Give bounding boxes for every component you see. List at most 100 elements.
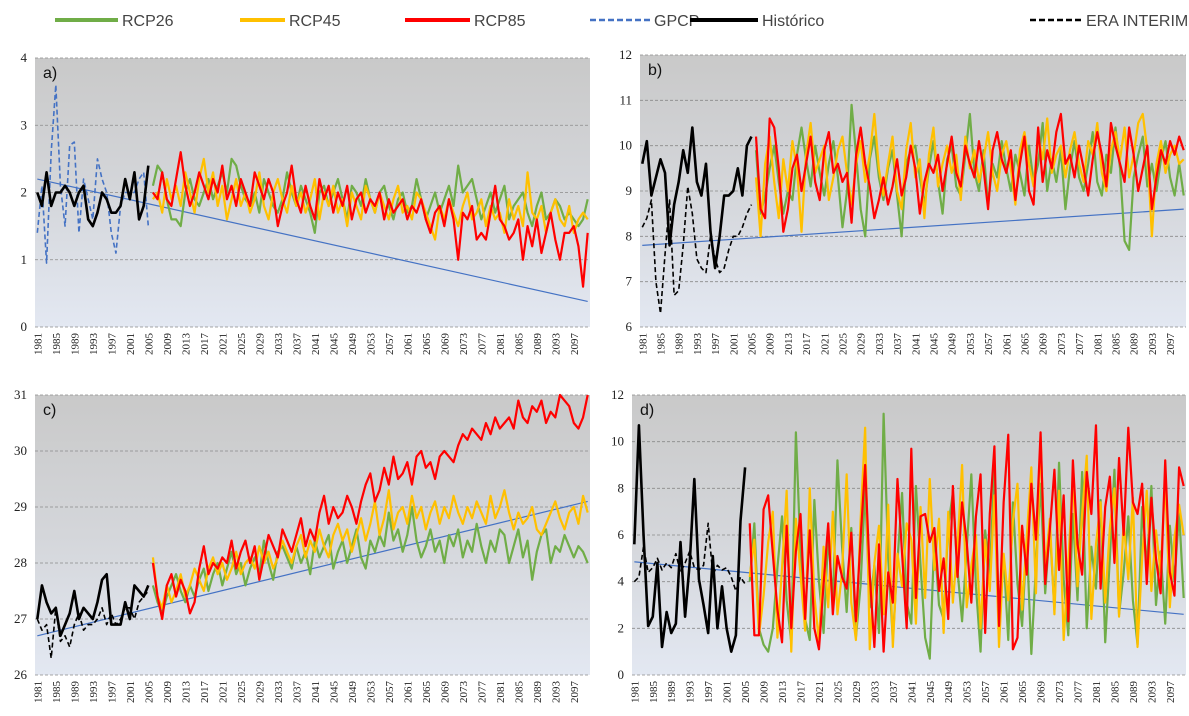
x-tick-label: 2025 [837,333,849,356]
x-tick-label: 1989 [674,333,686,356]
series-line [754,112,1185,233]
x-tick-label: 2049 [943,681,955,704]
x-tick-label: 2093 [1147,333,1159,356]
x-tick-label: 2069 [1038,333,1050,356]
x-tick-label: 2049 [947,333,959,356]
x-tick-label: 1985 [51,333,63,356]
x-tick-label: 2085 [513,681,525,704]
y-tick-label: 31 [14,387,27,402]
y-tick-label: 12 [619,47,632,62]
x-tick-label: 1985 [655,333,667,356]
x-tick-label: 2037 [888,681,900,704]
x-tick-label: 2065 [1017,681,1029,704]
x-tick-label: 2021 [217,681,229,703]
y-tick-label: 4 [618,574,625,589]
x-tick-label: 2089 [1129,333,1141,356]
x-tick-label: 2009 [765,333,777,356]
series-line [36,165,150,228]
legend-label: ERA INTERIM [1086,13,1188,30]
legend-label: Histórico [762,13,824,30]
x-tick-label: 2061 [402,333,414,355]
x-tick-label: 2057 [980,681,992,704]
x-tick-label: 2029 [851,681,863,704]
x-tick-label: 1981 [637,333,649,355]
x-tick-label: 1993 [88,333,100,356]
legend-label: GPCP [654,13,699,30]
x-tick-label: 2001 [728,333,740,355]
x-tick-label: 2085 [1109,681,1121,704]
x-tick-label: 2013 [777,681,789,704]
x-tick-label: 2057 [384,333,396,356]
x-tick-label: 2013 [180,333,192,356]
x-tick-label: 2033 [874,333,886,356]
x-tick-label: 2097 [569,681,581,704]
x-tick-label: 2033 [869,681,881,704]
x-tick-label: 1985 [51,681,63,704]
series-line [36,572,150,638]
x-tick-label: 2029 [254,333,266,356]
x-tick-label: 2081 [1091,681,1103,703]
series-line [36,590,149,659]
y-tick-label: 8 [618,480,625,495]
x-tick-label: 2077 [1073,681,1085,704]
x-tick-label: 2053 [365,681,377,704]
x-tick-label: 2097 [1165,333,1177,356]
y-tick-label: 3 [21,117,28,132]
x-tick-label: 2065 [421,681,433,704]
x-tick-label: 2073 [458,681,470,704]
panel-label: b) [648,62,662,79]
x-tick-label: 2061 [1001,333,1013,355]
x-tick-label: 2057 [983,333,995,356]
x-tick-label: 2069 [439,333,451,356]
y-tick-label: 4 [21,50,28,65]
x-tick-label: 2049 [347,681,359,704]
y-tick-label: 0 [618,667,625,682]
x-tick-label: 2041 [310,333,322,355]
series-line [151,489,589,609]
x-tick-label: 2053 [965,333,977,356]
panel-label: d) [640,402,654,419]
x-tick-label: 2005 [143,681,155,704]
x-tick-label: 2033 [273,333,285,356]
x-tick-label: 2009 [162,333,174,356]
legend-label: RCP85 [474,13,526,30]
x-tick-label: 2041 [310,681,322,703]
x-tick-label: 2017 [199,333,211,356]
x-tick-label: 2077 [476,333,488,356]
x-tick-label: 2077 [476,681,488,704]
x-tick-label: 1997 [106,333,118,356]
y-tick-label: 11 [619,92,632,107]
y-tick-label: 7 [626,274,633,289]
x-tick-label: 2045 [328,333,340,356]
y-tick-label: 6 [618,527,625,542]
x-tick-label: 2065 [421,333,433,356]
x-tick-label: 2053 [962,681,974,704]
x-tick-label: 2005 [740,681,752,704]
x-tick-label: 2021 [819,333,831,355]
x-tick-label: 2041 [906,681,918,703]
x-tick-label: 2069 [1036,681,1048,704]
x-tick-label: 2017 [796,681,808,704]
series-line [152,151,589,288]
x-tick-label: 2001 [125,333,137,355]
x-tick-label: 2033 [273,681,285,704]
y-tick-label: 30 [14,443,27,458]
x-tick-label: 2061 [402,681,414,703]
x-tick-label: 2061 [999,681,1011,703]
x-tick-label: 2049 [347,333,359,356]
x-tick-label: 2009 [162,681,174,704]
x-tick-label: 2073 [1056,333,1068,356]
series-line [640,126,753,270]
x-tick-label: 2089 [1128,681,1140,704]
x-tick-label: 2029 [254,681,266,704]
x-tick-label: 1993 [685,681,697,704]
x-tick-label: 2037 [892,333,904,356]
x-tick-label: 2093 [550,681,562,704]
y-tick-label: 10 [611,434,624,449]
y-tick-label: 29 [14,499,27,514]
x-tick-label: 1997 [703,681,715,704]
series-line [633,424,747,653]
x-tick-label: 2021 [814,681,826,703]
x-tick-label: 2013 [783,333,795,356]
